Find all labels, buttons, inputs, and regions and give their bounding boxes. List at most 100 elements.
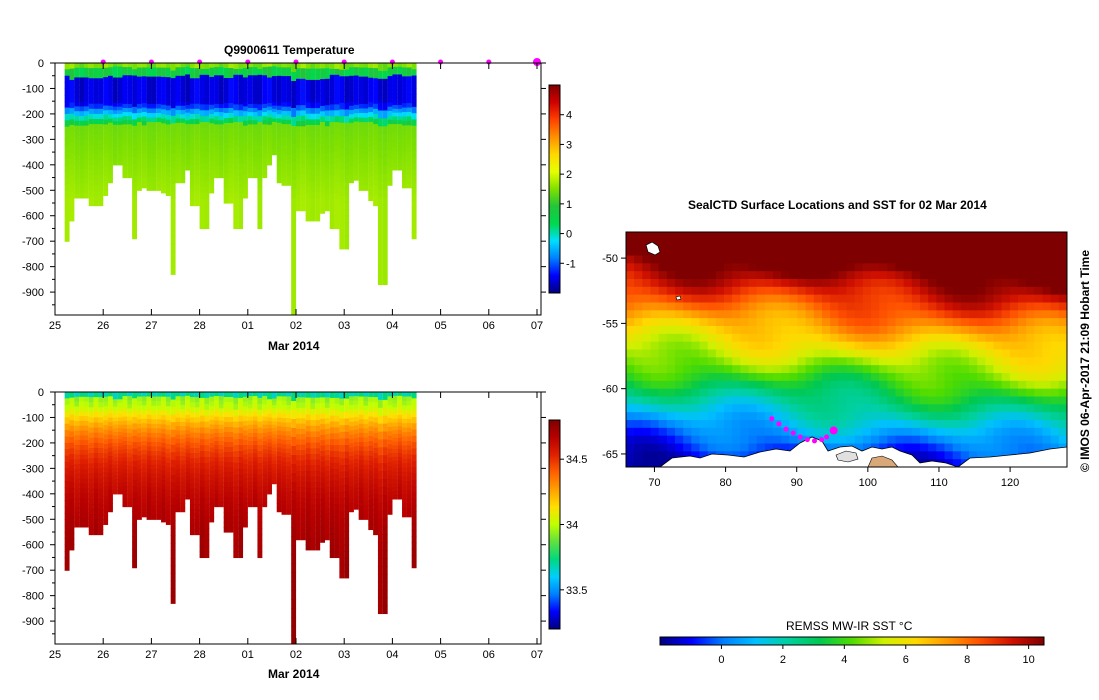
profile-cell <box>300 428 306 435</box>
sst-cell <box>1018 239 1027 249</box>
profile-cell <box>358 446 364 452</box>
profile-cell <box>286 93 292 99</box>
profile-cell <box>127 153 133 158</box>
profile-cell <box>281 413 287 419</box>
profile-cell <box>161 72 166 78</box>
profile-cell <box>98 129 104 135</box>
profile-cell <box>223 522 229 528</box>
profile-cell <box>151 94 157 100</box>
profile-cell <box>339 571 345 579</box>
profile-cell <box>296 471 301 477</box>
profile-cell <box>305 493 311 500</box>
profile-cell <box>271 424 277 429</box>
profile-cell <box>373 93 379 100</box>
profile-cell <box>175 409 181 414</box>
profile-cell <box>339 544 345 552</box>
profile-cell <box>392 422 398 427</box>
profile-cell <box>252 441 258 446</box>
profile-cell <box>64 196 70 204</box>
profile-cell <box>276 178 282 184</box>
profile-cell <box>103 148 109 154</box>
profile-cell <box>74 77 80 83</box>
profile-cell <box>79 416 84 422</box>
profile-cell <box>161 123 166 129</box>
sst-cell <box>756 294 766 304</box>
profile-cell <box>377 244 383 254</box>
profile-cell <box>122 486 128 491</box>
profile-cell <box>286 119 292 125</box>
profile-cell <box>83 445 89 451</box>
sst-cell <box>1050 310 1060 319</box>
profile-cell <box>189 488 195 495</box>
temperature-panel: 0-100-200-300-400-500-600-700-800-900 25… <box>22 58 576 332</box>
profile-cell <box>74 101 80 107</box>
profile-cell <box>136 90 142 96</box>
profile-cell <box>382 573 388 583</box>
profile-cell <box>411 144 417 152</box>
profile-cell <box>252 486 258 491</box>
sst-cell <box>756 232 766 241</box>
profile-cell <box>103 486 109 492</box>
profile-cell <box>122 494 128 499</box>
x-tick-label: 07 <box>531 649 543 661</box>
profile-cell <box>204 545 210 553</box>
profile-cell <box>257 492 263 499</box>
sst-cell <box>846 310 856 319</box>
profile-cell <box>112 413 118 419</box>
profile-cell <box>305 96 311 104</box>
profile-cell <box>300 163 306 170</box>
profile-cell <box>214 157 219 162</box>
sst-cell <box>642 247 652 257</box>
profile-cell <box>199 486 205 494</box>
profile-cell <box>252 445 258 450</box>
profile-cell <box>358 135 364 141</box>
profile-cell <box>233 74 239 82</box>
profile-cell <box>392 460 398 466</box>
profile-cell <box>238 222 244 230</box>
profile-cell <box>175 135 181 141</box>
profile-cell <box>218 486 224 491</box>
sst-cell <box>781 318 790 327</box>
profile-cell <box>271 85 277 90</box>
profile-cell <box>117 402 123 408</box>
profile-cell <box>247 400 253 405</box>
profile-cell <box>281 163 287 169</box>
profile-cell <box>247 465 253 471</box>
profile-cell <box>180 447 186 453</box>
profile-cell <box>98 463 104 469</box>
profile-cell <box>315 392 321 399</box>
sst-cell <box>928 326 937 335</box>
profile-cell <box>170 573 176 582</box>
profile-cell <box>170 198 176 207</box>
profile-cell <box>382 173 388 183</box>
profile-cell <box>373 498 379 505</box>
profile-cell <box>108 157 113 162</box>
sst-cell <box>732 326 741 335</box>
sst-cell <box>691 239 701 249</box>
profile-cell <box>83 106 89 112</box>
profile-cell <box>238 63 244 70</box>
profile-cell <box>151 469 157 475</box>
profile-cell <box>132 150 138 158</box>
profile-cell <box>262 173 268 179</box>
sst-cell <box>789 232 799 241</box>
profile-cell <box>406 427 412 433</box>
profile-cell <box>339 175 345 184</box>
profile-cell <box>334 210 340 218</box>
profile-cell <box>382 463 388 472</box>
profile-cell <box>185 116 191 121</box>
profile-cell <box>267 406 272 411</box>
sst-cell <box>666 279 676 288</box>
profile-cell <box>103 190 109 196</box>
profile-cell <box>185 399 191 405</box>
profile-cell <box>223 158 229 164</box>
sst-cell <box>789 279 799 288</box>
profile-cell <box>329 533 335 541</box>
profile-cell <box>271 89 277 94</box>
sst-cell <box>822 286 831 296</box>
sst-cell <box>789 286 799 296</box>
profile-cell <box>392 124 398 129</box>
profile-cell <box>305 102 311 109</box>
profile-cell <box>175 477 181 483</box>
sst-cell <box>936 318 946 327</box>
